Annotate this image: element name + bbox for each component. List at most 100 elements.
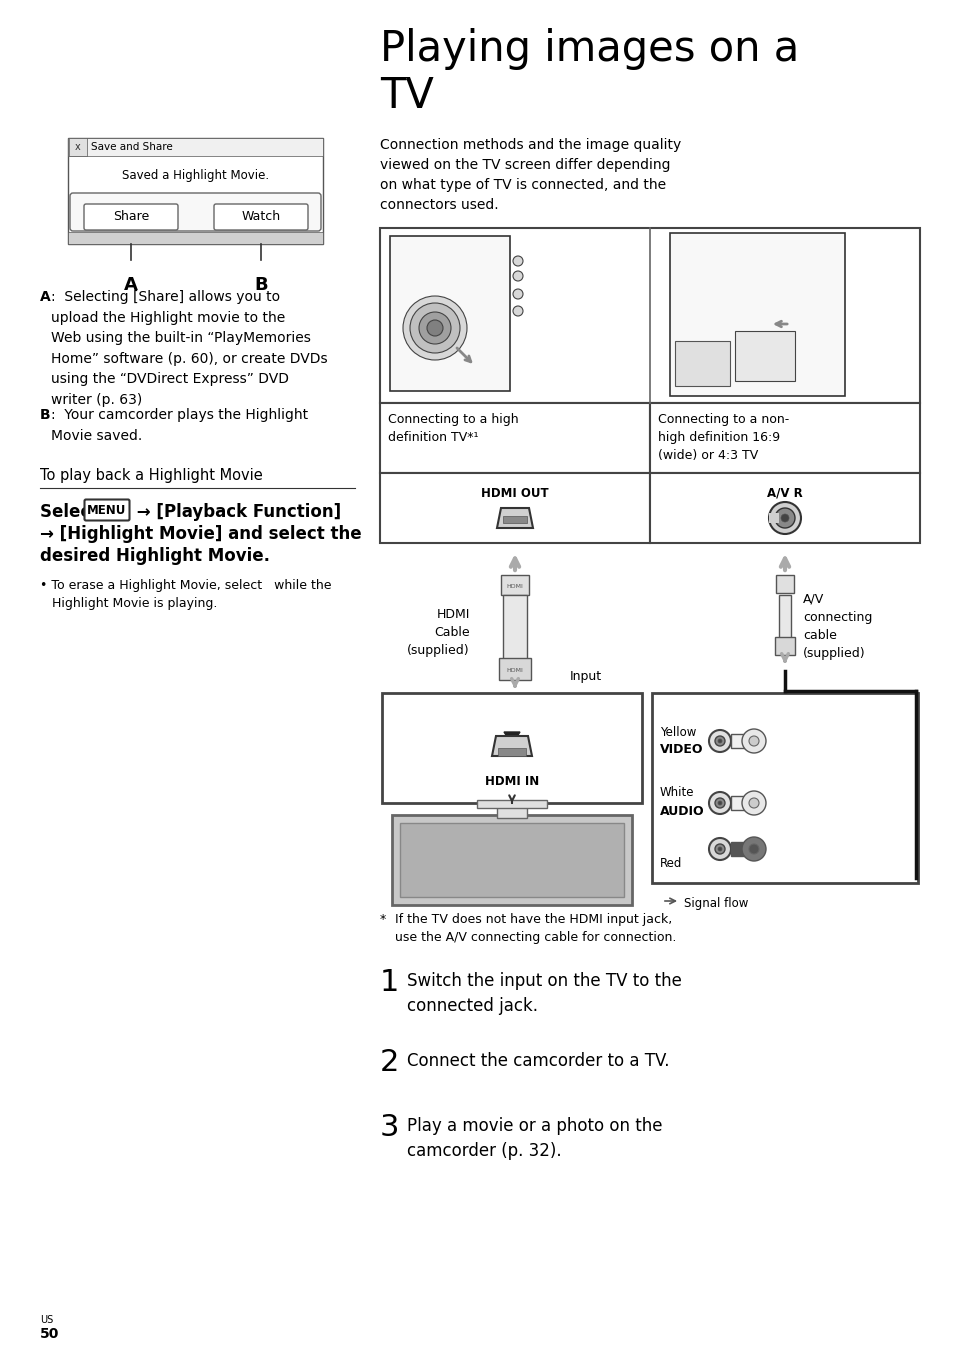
Circle shape xyxy=(714,735,724,746)
Circle shape xyxy=(513,271,522,281)
Bar xyxy=(502,516,526,522)
Text: Share: Share xyxy=(112,210,149,224)
Bar xyxy=(502,594,526,674)
Bar xyxy=(381,693,641,803)
Text: A: A xyxy=(124,275,138,294)
Circle shape xyxy=(748,798,759,807)
Bar xyxy=(669,233,844,396)
Circle shape xyxy=(741,837,765,860)
Circle shape xyxy=(748,735,759,746)
Text: *: * xyxy=(379,913,386,925)
Text: Connecting to a high
definition TV*¹: Connecting to a high definition TV*¹ xyxy=(388,413,518,444)
Text: US: US xyxy=(40,1315,53,1324)
Text: A/V
connecting
cable
(supplied): A/V connecting cable (supplied) xyxy=(802,593,871,660)
Bar xyxy=(730,797,748,810)
Circle shape xyxy=(708,730,730,752)
Bar xyxy=(69,138,87,156)
Text: 2: 2 xyxy=(379,1048,399,1077)
Text: Watch: Watch xyxy=(241,210,280,224)
Circle shape xyxy=(718,801,721,805)
Text: HDMI
Cable
(supplied): HDMI Cable (supplied) xyxy=(407,608,470,657)
Circle shape xyxy=(513,305,522,316)
Text: HDMI IN: HDMI IN xyxy=(484,775,538,788)
Bar xyxy=(379,228,919,403)
Text: Switch the input on the TV to the
connected jack.: Switch the input on the TV to the connec… xyxy=(407,972,681,1015)
Circle shape xyxy=(718,847,721,851)
FancyBboxPatch shape xyxy=(84,204,178,229)
Text: To play back a Highlight Movie: To play back a Highlight Movie xyxy=(40,468,262,483)
Circle shape xyxy=(708,792,730,814)
Text: :  Selecting [Share] allows you to
upload the Highlight movie to the
Web using t: : Selecting [Share] allows you to upload… xyxy=(51,290,327,407)
Text: HDMI: HDMI xyxy=(506,668,523,673)
Text: → [Highlight Movie] and select the: → [Highlight Movie] and select the xyxy=(40,525,361,543)
Circle shape xyxy=(748,844,759,854)
Text: AUDIO: AUDIO xyxy=(659,805,704,818)
Bar xyxy=(651,693,917,883)
Text: HDMI: HDMI xyxy=(506,585,523,589)
Polygon shape xyxy=(492,735,532,756)
Text: desired Highlight Movie.: desired Highlight Movie. xyxy=(40,547,270,565)
Text: Input: Input xyxy=(569,670,601,683)
Text: A: A xyxy=(40,290,51,304)
Circle shape xyxy=(718,740,721,744)
Bar xyxy=(649,403,919,474)
Bar xyxy=(476,801,546,807)
Circle shape xyxy=(513,289,522,299)
Text: Signal flow: Signal flow xyxy=(683,897,747,911)
Text: Select: Select xyxy=(40,503,104,521)
Polygon shape xyxy=(503,731,519,744)
Circle shape xyxy=(768,502,801,535)
Text: A/V R: A/V R xyxy=(766,487,802,499)
Text: 50: 50 xyxy=(40,1327,59,1341)
Circle shape xyxy=(708,839,730,860)
Circle shape xyxy=(781,514,788,522)
Text: :  Your camcorder plays the Highlight
Movie saved.: : Your camcorder plays the Highlight Mov… xyxy=(51,408,308,442)
Circle shape xyxy=(513,256,522,266)
Bar xyxy=(379,474,649,543)
Text: Saved a Highlight Movie.: Saved a Highlight Movie. xyxy=(122,168,269,182)
Bar xyxy=(498,658,531,680)
Text: White: White xyxy=(659,786,694,799)
Bar xyxy=(379,403,649,474)
Text: MENU: MENU xyxy=(88,503,127,517)
Bar xyxy=(68,138,323,156)
FancyBboxPatch shape xyxy=(213,204,308,229)
Text: Red: Red xyxy=(659,858,681,870)
Circle shape xyxy=(427,320,442,337)
Text: Connect the camcorder to a TV.: Connect the camcorder to a TV. xyxy=(407,1052,669,1071)
Text: Connection methods and the image quality
viewed on the TV screen differ dependin: Connection methods and the image quality… xyxy=(379,138,680,212)
Bar xyxy=(68,138,323,244)
Circle shape xyxy=(410,303,459,353)
Bar xyxy=(734,331,794,381)
Circle shape xyxy=(714,844,724,854)
Text: 3: 3 xyxy=(379,1113,399,1143)
Bar xyxy=(497,803,526,818)
Text: VIDEO: VIDEO xyxy=(659,744,702,756)
Bar xyxy=(500,575,529,594)
Text: B: B xyxy=(253,275,268,294)
Text: Connecting to a non-
high definition 16:9
(wide) or 4:3 TV: Connecting to a non- high definition 16:… xyxy=(658,413,788,461)
Text: If the TV does not have the HDMI input jack,
use the A/V connecting cable for co: If the TV does not have the HDMI input j… xyxy=(395,913,676,944)
Circle shape xyxy=(741,791,765,816)
Text: HDMI OUT: HDMI OUT xyxy=(480,487,548,499)
Circle shape xyxy=(402,296,467,360)
Bar xyxy=(399,822,623,897)
Bar xyxy=(775,575,793,593)
Bar xyxy=(768,513,779,522)
Circle shape xyxy=(741,729,765,753)
Polygon shape xyxy=(497,508,533,528)
Bar xyxy=(497,748,525,756)
Bar xyxy=(68,232,323,244)
Text: Save and Share: Save and Share xyxy=(91,142,172,152)
Bar xyxy=(675,341,729,385)
Text: 1: 1 xyxy=(379,968,399,997)
Text: B: B xyxy=(40,408,51,422)
Text: • To erase a Highlight Movie, select   while the
   Highlight Movie is playing.: • To erase a Highlight Movie, select whi… xyxy=(40,579,331,611)
Text: Yellow: Yellow xyxy=(659,726,696,740)
Bar xyxy=(730,841,748,856)
Bar xyxy=(774,636,794,655)
FancyBboxPatch shape xyxy=(70,193,320,231)
Circle shape xyxy=(774,508,794,528)
Text: Play a movie or a photo on the
camcorder (p. 32).: Play a movie or a photo on the camcorder… xyxy=(407,1117,661,1160)
Text: Playing images on a
TV: Playing images on a TV xyxy=(379,28,799,117)
